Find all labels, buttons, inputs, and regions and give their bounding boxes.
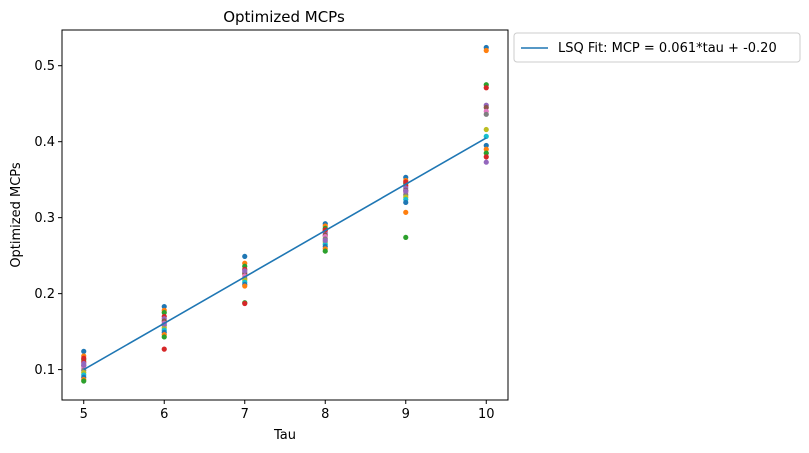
y-tick-label: 0.1 xyxy=(34,363,55,378)
x-tick-label: 8 xyxy=(321,407,329,422)
scatter-point xyxy=(403,209,409,215)
y-tick-label: 0.3 xyxy=(34,211,55,226)
legend-box xyxy=(513,32,801,63)
scatter-point xyxy=(483,159,489,165)
scatter-point xyxy=(322,248,328,254)
scatter-point xyxy=(483,142,489,149)
scatter-point xyxy=(403,234,409,241)
scatter-point xyxy=(242,300,248,307)
scatter-point xyxy=(483,111,489,117)
scatter-point xyxy=(483,47,489,54)
scatter-point xyxy=(242,283,248,289)
scatter-point xyxy=(483,146,489,152)
chart-title: Optimized MCPs xyxy=(223,8,345,26)
scatter-point xyxy=(403,199,409,206)
scatter-point xyxy=(322,237,328,244)
y-tick-label: 0.2 xyxy=(34,287,55,302)
scatter-point xyxy=(403,188,409,194)
scatter-point xyxy=(242,268,248,274)
scatter-point xyxy=(81,355,87,361)
x-tick-label: 5 xyxy=(80,407,88,422)
legend-label: LSQ Fit: MCP = 0.061*tau + -0.20 xyxy=(558,41,777,56)
scatter-point xyxy=(483,126,489,133)
scatter-point xyxy=(483,104,489,111)
scatter-point xyxy=(81,362,87,368)
plot-area xyxy=(81,44,489,384)
scatter-point xyxy=(81,378,87,384)
y-axis-label: Optimized MCPs xyxy=(9,162,24,268)
scatter-point xyxy=(161,303,167,310)
x-tick-label: 10 xyxy=(478,407,495,422)
y-axis-ticks: 0.1 0.2 0.3 0.4 0.5 xyxy=(34,59,62,378)
x-axis-label: Tau xyxy=(273,428,296,443)
x-tick-label: 7 xyxy=(241,407,249,422)
y-tick-label: 0.5 xyxy=(34,59,55,74)
fit-line xyxy=(83,137,487,371)
scatter-point xyxy=(161,310,167,316)
legend: LSQ Fit: MCP = 0.061*tau + -0.20 xyxy=(513,32,801,63)
x-axis-ticks: 5 6 7 8 9 10 xyxy=(80,400,495,422)
scatter-point xyxy=(161,334,167,340)
scatter-point xyxy=(161,346,167,352)
scatter-point xyxy=(483,150,489,156)
x-tick-label: 9 xyxy=(402,407,410,422)
x-tick-label: 6 xyxy=(160,407,168,422)
y-tick-label: 0.4 xyxy=(34,135,55,150)
scatter-point xyxy=(483,85,489,91)
axes-frame xyxy=(61,29,509,401)
scatter-point xyxy=(81,348,87,354)
scatter-point xyxy=(242,253,248,260)
scatter-point xyxy=(483,154,489,160)
scatter-point xyxy=(483,133,489,139)
